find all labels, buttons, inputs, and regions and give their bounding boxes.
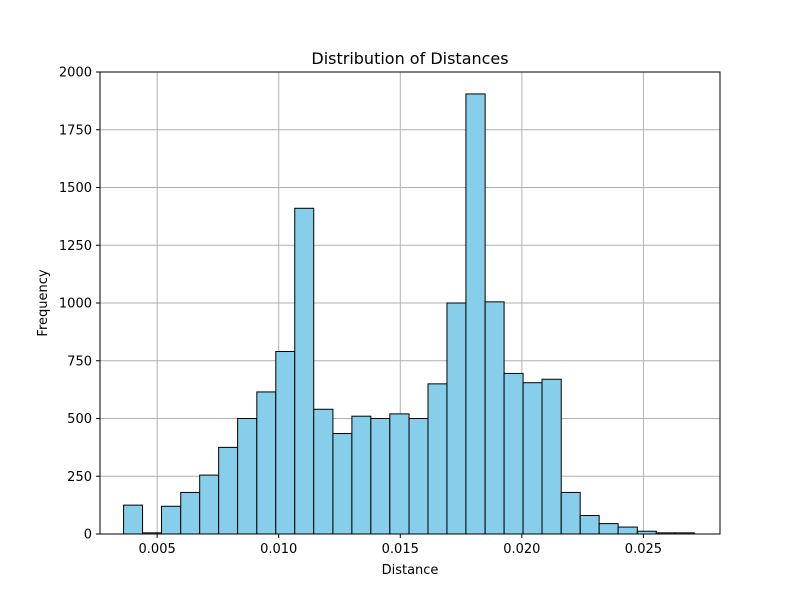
- histogram-bar-18: [465, 93, 486, 535]
- histogram-bar-24: [579, 515, 600, 535]
- chart-title: Distribution of Distances: [311, 49, 508, 68]
- y-axis-title: Frequency: [36, 269, 51, 336]
- histogram-bar-3: [180, 491, 201, 535]
- y-tick-label-2: 500: [67, 412, 92, 427]
- histogram-bar-16: [427, 383, 448, 535]
- histogram-bar-6: [237, 418, 258, 535]
- histogram-bar-21: [522, 382, 543, 535]
- y-tick-label-3: 750: [67, 354, 92, 369]
- y-axis-ticks: 0 250 500 750 1000 1250 1500 1750 2000: [59, 66, 100, 543]
- y-tick-label-4: 1000: [59, 297, 92, 312]
- histogram-bar-20: [503, 372, 524, 535]
- histogram-bar-11: [332, 433, 353, 535]
- histogram-bar-13: [370, 418, 391, 535]
- histogram-bar-25: [598, 523, 619, 535]
- x-tick-label-3: 0.020: [503, 542, 540, 557]
- y-tick-label-7: 1750: [59, 123, 92, 138]
- histogram-bar-23: [560, 491, 581, 535]
- histogram-bar-26: [617, 526, 638, 535]
- histogram-bar-15: [408, 418, 429, 535]
- x-tick-label-0: 0.005: [139, 542, 176, 557]
- y-tick-label-5: 1250: [59, 239, 92, 254]
- x-axis-title: Distance: [382, 563, 439, 578]
- histogram-bar-9: [294, 207, 315, 535]
- histogram-bar-22: [541, 378, 562, 535]
- histogram-bar-7: [256, 391, 277, 535]
- x-axis-ticks: 0.005 0.010 0.015 0.020 0.025: [139, 534, 662, 557]
- histogram-bar-2: [161, 505, 182, 535]
- histogram-bar-5: [218, 446, 239, 535]
- histogram-bar-4: [199, 474, 220, 535]
- histogram-bar-10: [313, 408, 334, 535]
- histogram-bar-14: [389, 413, 410, 535]
- histogram-bar-8: [275, 351, 296, 535]
- histogram-bar-0: [123, 504, 144, 535]
- histogram-bar-17: [446, 302, 467, 535]
- y-tick-label-8: 2000: [59, 66, 92, 81]
- y-tick-label-0: 0: [84, 528, 92, 543]
- histogram-bar-19: [484, 301, 505, 535]
- x-tick-label-4: 0.025: [625, 542, 662, 557]
- x-tick-label-2: 0.015: [382, 542, 419, 557]
- histogram-bar-12: [351, 415, 372, 535]
- y-tick-label-1: 250: [67, 470, 92, 485]
- y-tick-label-6: 1500: [59, 181, 92, 196]
- x-tick-label-1: 0.010: [260, 542, 297, 557]
